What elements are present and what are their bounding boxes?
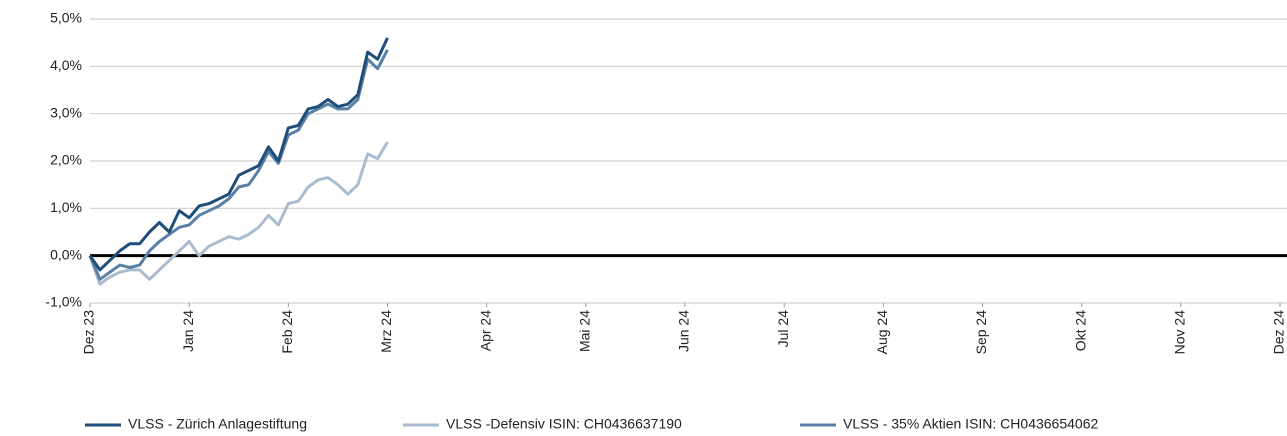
- y-tick-label: 1,0%: [50, 199, 82, 215]
- x-tick-label: Mai 24: [577, 310, 593, 352]
- x-tick-label: Mrz 24: [378, 310, 394, 353]
- y-tick-label: 2,0%: [50, 152, 82, 168]
- y-tick-label: 3,0%: [50, 104, 82, 120]
- x-tick-label: Jan 24: [180, 310, 196, 352]
- series-line: [88, 49, 389, 281]
- y-tick-label: -1,0%: [45, 294, 82, 310]
- x-tick-label: Okt 24: [1072, 310, 1088, 351]
- y-tick-label: 4,0%: [50, 57, 82, 73]
- legend-label: VLSS -Defensiv ISIN: CH0436637190: [446, 416, 682, 432]
- x-tick-label: Dez 23: [81, 310, 97, 355]
- x-tick-label: Jul 24: [775, 310, 791, 348]
- x-tick-label: Nov 24: [1172, 310, 1188, 355]
- x-tick-label: Apr 24: [477, 310, 493, 351]
- series-line: [88, 141, 389, 286]
- x-tick-label: Dez 24: [1271, 310, 1287, 355]
- y-tick-label: 5,0%: [50, 10, 82, 26]
- y-tick-label: 0,0%: [50, 246, 82, 262]
- x-tick-label: Aug 24: [874, 310, 890, 355]
- legend-label: VLSS - Zürich Anlagestiftung: [128, 416, 307, 432]
- x-tick-label: Feb 24: [279, 310, 295, 354]
- legend-label: VLSS - 35% Aktien ISIN: CH0436654062: [843, 416, 1098, 432]
- x-tick-label: Jun 24: [676, 310, 692, 352]
- x-tick-label: Sep 24: [973, 310, 989, 355]
- series-line: [88, 37, 389, 272]
